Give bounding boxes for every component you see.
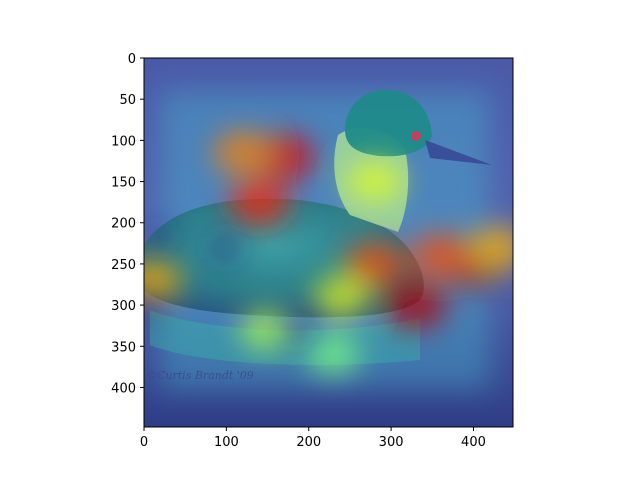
cool-spots xyxy=(144,226,307,344)
x-tick-label: 0 xyxy=(140,435,148,450)
x-tick-label: 200 xyxy=(296,435,321,450)
cool-spot xyxy=(283,320,307,344)
heat-hotspot xyxy=(346,160,403,203)
x-tick-label: 400 xyxy=(461,435,486,450)
x-tick-label: 300 xyxy=(379,435,404,450)
y-tick-label: 300 xyxy=(111,299,136,314)
heat-hotspot xyxy=(240,309,296,351)
heat-hotspot xyxy=(213,130,273,175)
bird-silhouette xyxy=(144,89,492,318)
heat-hotspot xyxy=(410,233,471,279)
x-tick-label: 100 xyxy=(214,435,239,450)
heat-hotspot xyxy=(469,225,513,270)
y-tick-label: 400 xyxy=(111,381,136,396)
y-axis: 0 50 100 150 200 250 300 350 400 xyxy=(111,52,144,396)
cool-spot xyxy=(148,226,172,250)
heat-hotspot xyxy=(306,334,361,375)
y-tick-label: 100 xyxy=(111,134,136,149)
bird-head xyxy=(345,89,432,157)
heat-hotspot xyxy=(384,281,448,329)
y-tick-label: 200 xyxy=(111,217,136,232)
watermark: ©Curtis Brandt '09 xyxy=(146,369,254,382)
heat-hotspot xyxy=(344,241,405,287)
heat-layer xyxy=(144,130,513,375)
y-tick-label: 350 xyxy=(111,340,136,355)
cool-spot xyxy=(211,234,239,262)
x-axis: 0 100 200 300 400 xyxy=(140,427,486,450)
y-tick-label: 0 xyxy=(128,52,136,67)
bird-eye xyxy=(411,131,421,141)
y-tick-label: 50 xyxy=(119,93,136,108)
heat-hotspot xyxy=(144,258,182,302)
cool-spot xyxy=(144,296,158,316)
y-tick-label: 150 xyxy=(111,176,136,191)
plot-area: ©Curtis Brandt '09 xyxy=(144,58,513,427)
bird-beak xyxy=(425,140,492,165)
heat-hotspot xyxy=(313,276,370,318)
y-tick-label: 250 xyxy=(111,258,136,273)
plot-frame xyxy=(143,57,514,428)
heat-hotspot xyxy=(228,179,290,225)
